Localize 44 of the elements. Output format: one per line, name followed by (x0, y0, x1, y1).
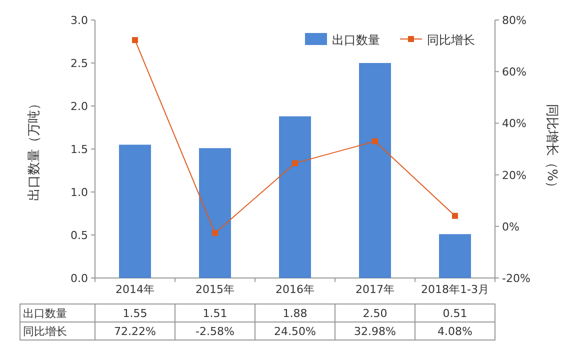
y2-tick-label: 0% (502, 220, 520, 234)
y2-tick-label: 40% (502, 117, 526, 130)
y-tick-label: 0.5 (70, 229, 88, 242)
y-tick-label: 3.0 (70, 14, 88, 27)
x-tick-label: 2015年 (196, 283, 234, 296)
y-tick-label: 1.5 (70, 143, 88, 156)
y2-tick-label: -20% (502, 272, 530, 285)
data-label: 0.51 (442, 307, 468, 320)
y-axis-title: 出口数量（万吨） (27, 97, 42, 201)
data-label: 24.50% (274, 325, 316, 338)
bar (439, 234, 471, 278)
point (132, 37, 138, 44)
bar (199, 148, 231, 278)
x-tick-label: 2014年 (116, 283, 154, 296)
legend-label: 同比增长 (427, 33, 475, 47)
y2-tick-label: 20% (502, 168, 526, 182)
data-label: 2.50 (362, 307, 388, 320)
y2-tick-label: 60% (502, 66, 526, 79)
point (372, 138, 378, 144)
data-label: 1.88 (282, 307, 308, 320)
y2-axis-title: 同比增长（%） (544, 104, 559, 194)
data-label: 1.55 (122, 307, 148, 320)
y2-tick-label: 80% (502, 14, 526, 27)
point (452, 212, 458, 219)
bar (119, 144, 151, 278)
data-label: 1.51 (202, 307, 228, 320)
data-label: -2.58% (196, 325, 234, 338)
y-tick-label: 0.0 (70, 272, 88, 285)
data-label: 32.98% (354, 325, 396, 338)
legend-label: 出口数量 (332, 33, 380, 47)
x-tick-label: 2016年 (276, 283, 314, 296)
y-tick-label: 2.0 (70, 100, 88, 113)
bar (279, 116, 311, 278)
text: 出口数量 (23, 307, 67, 320)
point (292, 160, 298, 166)
data-label: 72.22% (114, 325, 156, 338)
x-tick-label: 2018年1-3月 (421, 283, 489, 296)
data-label: 4.08% (438, 325, 472, 338)
text: 同比增长 (23, 325, 67, 338)
y-tick-label: 2.5 (70, 57, 88, 70)
x-tick-label: 2017年 (356, 283, 394, 296)
bar (359, 63, 391, 278)
y-tick-label: 1.0 (70, 186, 88, 199)
point (212, 230, 218, 236)
